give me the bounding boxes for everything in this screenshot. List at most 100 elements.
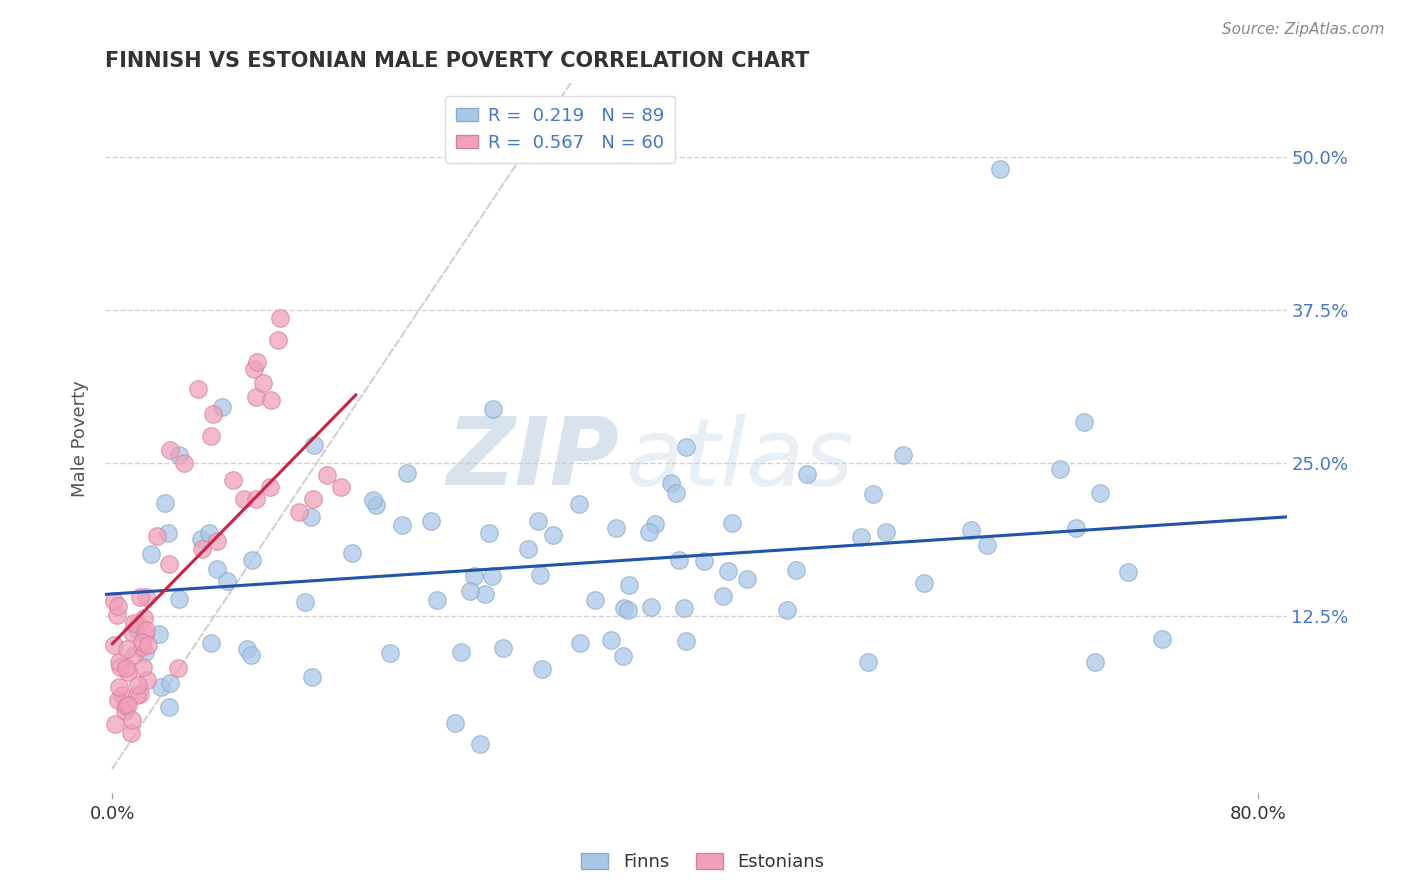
Point: [481, 569, 503, 583]
Point: [672, 601, 695, 615]
Point: [1073, 415, 1095, 429]
Point: [159, 700, 181, 714]
Point: [420, 514, 443, 528]
Point: [125, 622, 148, 636]
Text: FINNISH VS ESTONIAN MALE POVERTY CORRELATION CHART: FINNISH VS ESTONIAN MALE POVERTY CORRELA…: [105, 51, 810, 70]
Point: [243, 362, 266, 376]
Point: [568, 636, 591, 650]
Point: [599, 633, 621, 648]
Point: [136, 638, 159, 652]
Point: [1064, 521, 1087, 535]
Point: [541, 527, 564, 541]
Point: [361, 492, 384, 507]
Point: [474, 587, 496, 601]
Point: [299, 510, 322, 524]
Point: [148, 627, 170, 641]
Point: [232, 492, 254, 507]
Legend: R =  0.219   N = 89, R =  0.567   N = 60: R = 0.219 N = 89, R = 0.567 N = 60: [446, 96, 675, 162]
Legend: Finns, Estonians: Finns, Estonians: [574, 846, 832, 879]
Point: [129, 591, 152, 605]
Point: [260, 393, 283, 408]
Point: [287, 505, 309, 519]
Point: [157, 557, 180, 571]
Text: ZIP: ZIP: [446, 414, 619, 506]
Point: [124, 616, 146, 631]
Point: [529, 568, 551, 582]
Point: [443, 715, 465, 730]
Point: [198, 525, 221, 540]
Point: [675, 440, 697, 454]
Point: [236, 641, 259, 656]
Point: [330, 480, 353, 494]
Point: [617, 577, 640, 591]
Point: [644, 516, 666, 531]
Point: [115, 661, 138, 675]
Point: [340, 545, 363, 559]
Point: [245, 391, 267, 405]
Point: [568, 497, 591, 511]
Point: [849, 530, 872, 544]
Y-axis label: Male Poverty: Male Poverty: [72, 380, 89, 497]
Point: [294, 595, 316, 609]
Point: [108, 681, 131, 695]
Point: [117, 665, 139, 680]
Point: [675, 634, 697, 648]
Point: [1090, 486, 1112, 500]
Point: [200, 429, 222, 443]
Point: [668, 553, 690, 567]
Point: [976, 537, 998, 551]
Point: [875, 525, 897, 540]
Point: [492, 640, 515, 655]
Point: [267, 333, 290, 347]
Point: [135, 591, 157, 605]
Point: [132, 611, 155, 625]
Point: [858, 655, 880, 669]
Point: [245, 492, 267, 507]
Point: [717, 564, 740, 578]
Point: [120, 725, 142, 739]
Point: [1049, 462, 1071, 476]
Point: [114, 704, 136, 718]
Point: [380, 646, 402, 660]
Point: [207, 562, 229, 576]
Point: [134, 645, 156, 659]
Point: [173, 456, 195, 470]
Point: [187, 382, 209, 396]
Point: [617, 603, 640, 617]
Point: [960, 523, 983, 537]
Point: [583, 593, 606, 607]
Point: [127, 616, 149, 631]
Point: [201, 407, 224, 421]
Point: [426, 593, 449, 607]
Point: [145, 529, 167, 543]
Text: Source: ZipAtlas.com: Source: ZipAtlas.com: [1222, 22, 1385, 37]
Point: [605, 520, 627, 534]
Point: [141, 547, 163, 561]
Point: [458, 583, 481, 598]
Point: [121, 624, 143, 639]
Point: [613, 600, 636, 615]
Point: [638, 524, 661, 539]
Point: [135, 673, 157, 687]
Point: [114, 698, 136, 713]
Point: [108, 655, 131, 669]
Point: [481, 401, 503, 416]
Point: [159, 676, 181, 690]
Point: [107, 692, 129, 706]
Point: [796, 467, 818, 481]
Point: [396, 466, 419, 480]
Point: [134, 626, 156, 640]
Point: [150, 680, 173, 694]
Point: [127, 678, 149, 692]
Point: [862, 487, 884, 501]
Point: [912, 575, 935, 590]
Point: [167, 591, 190, 606]
Point: [131, 635, 153, 649]
Point: [785, 563, 807, 577]
Point: [463, 569, 485, 583]
Point: [134, 623, 156, 637]
Point: [128, 687, 150, 701]
Point: [531, 662, 554, 676]
Point: [269, 310, 291, 325]
Point: [153, 495, 176, 509]
